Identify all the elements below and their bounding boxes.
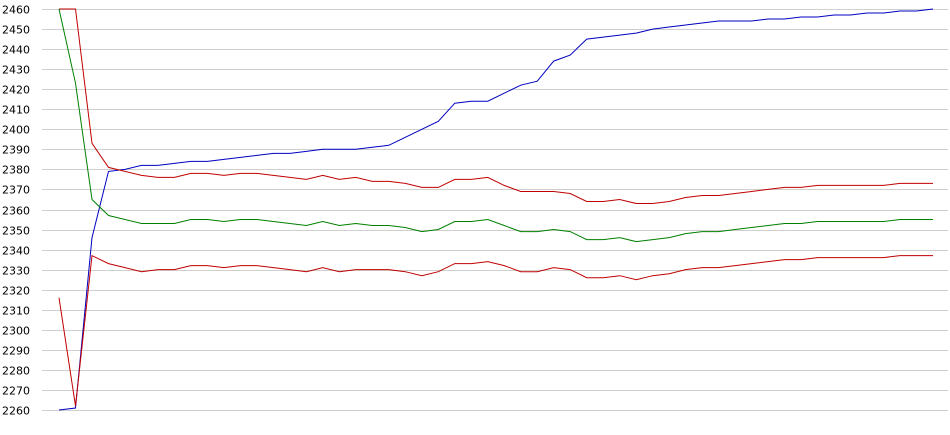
y-tick-label: 2400 (2, 124, 30, 137)
y-tick-label: 2320 (2, 285, 30, 298)
series-line-3 (58, 8, 933, 243)
y-tick-label: 2410 (2, 104, 30, 117)
y-tick-label: 2270 (2, 385, 30, 398)
y-tick-label: 2460 (2, 4, 30, 17)
series-lines (58, 8, 934, 411)
y-tick-label: 2310 (2, 305, 30, 318)
series-line-2 (59, 8, 933, 204)
series-line-4 (58, 254, 933, 407)
y-tick-label: 2390 (2, 144, 30, 157)
y-tick-label: 2290 (2, 345, 30, 358)
y-tick-label: 2300 (2, 325, 30, 338)
y-tick-label: 2330 (2, 265, 30, 278)
y-tick-label: 2370 (2, 184, 30, 197)
y-tick-label: 2440 (2, 44, 30, 57)
grid (42, 9, 948, 411)
y-tick-label: 2420 (2, 84, 30, 97)
y-tick-label: 2430 (2, 64, 30, 77)
y-tick-label: 2340 (2, 245, 30, 258)
y-tick-label: 2280 (2, 365, 30, 378)
y-tick-label: 2260 (2, 405, 30, 418)
y-tick-label: 2380 (2, 164, 30, 177)
y-tick-label: 2360 (2, 205, 30, 218)
y-axis-tick-labels: 2460 2450 2440 2430 2420 2410 2400 2390 2380 2370… (2, 4, 30, 418)
y-tick-label: 2450 (2, 24, 30, 37)
series-line-1 (58, 8, 934, 411)
y-tick-label: 2350 (2, 225, 30, 238)
